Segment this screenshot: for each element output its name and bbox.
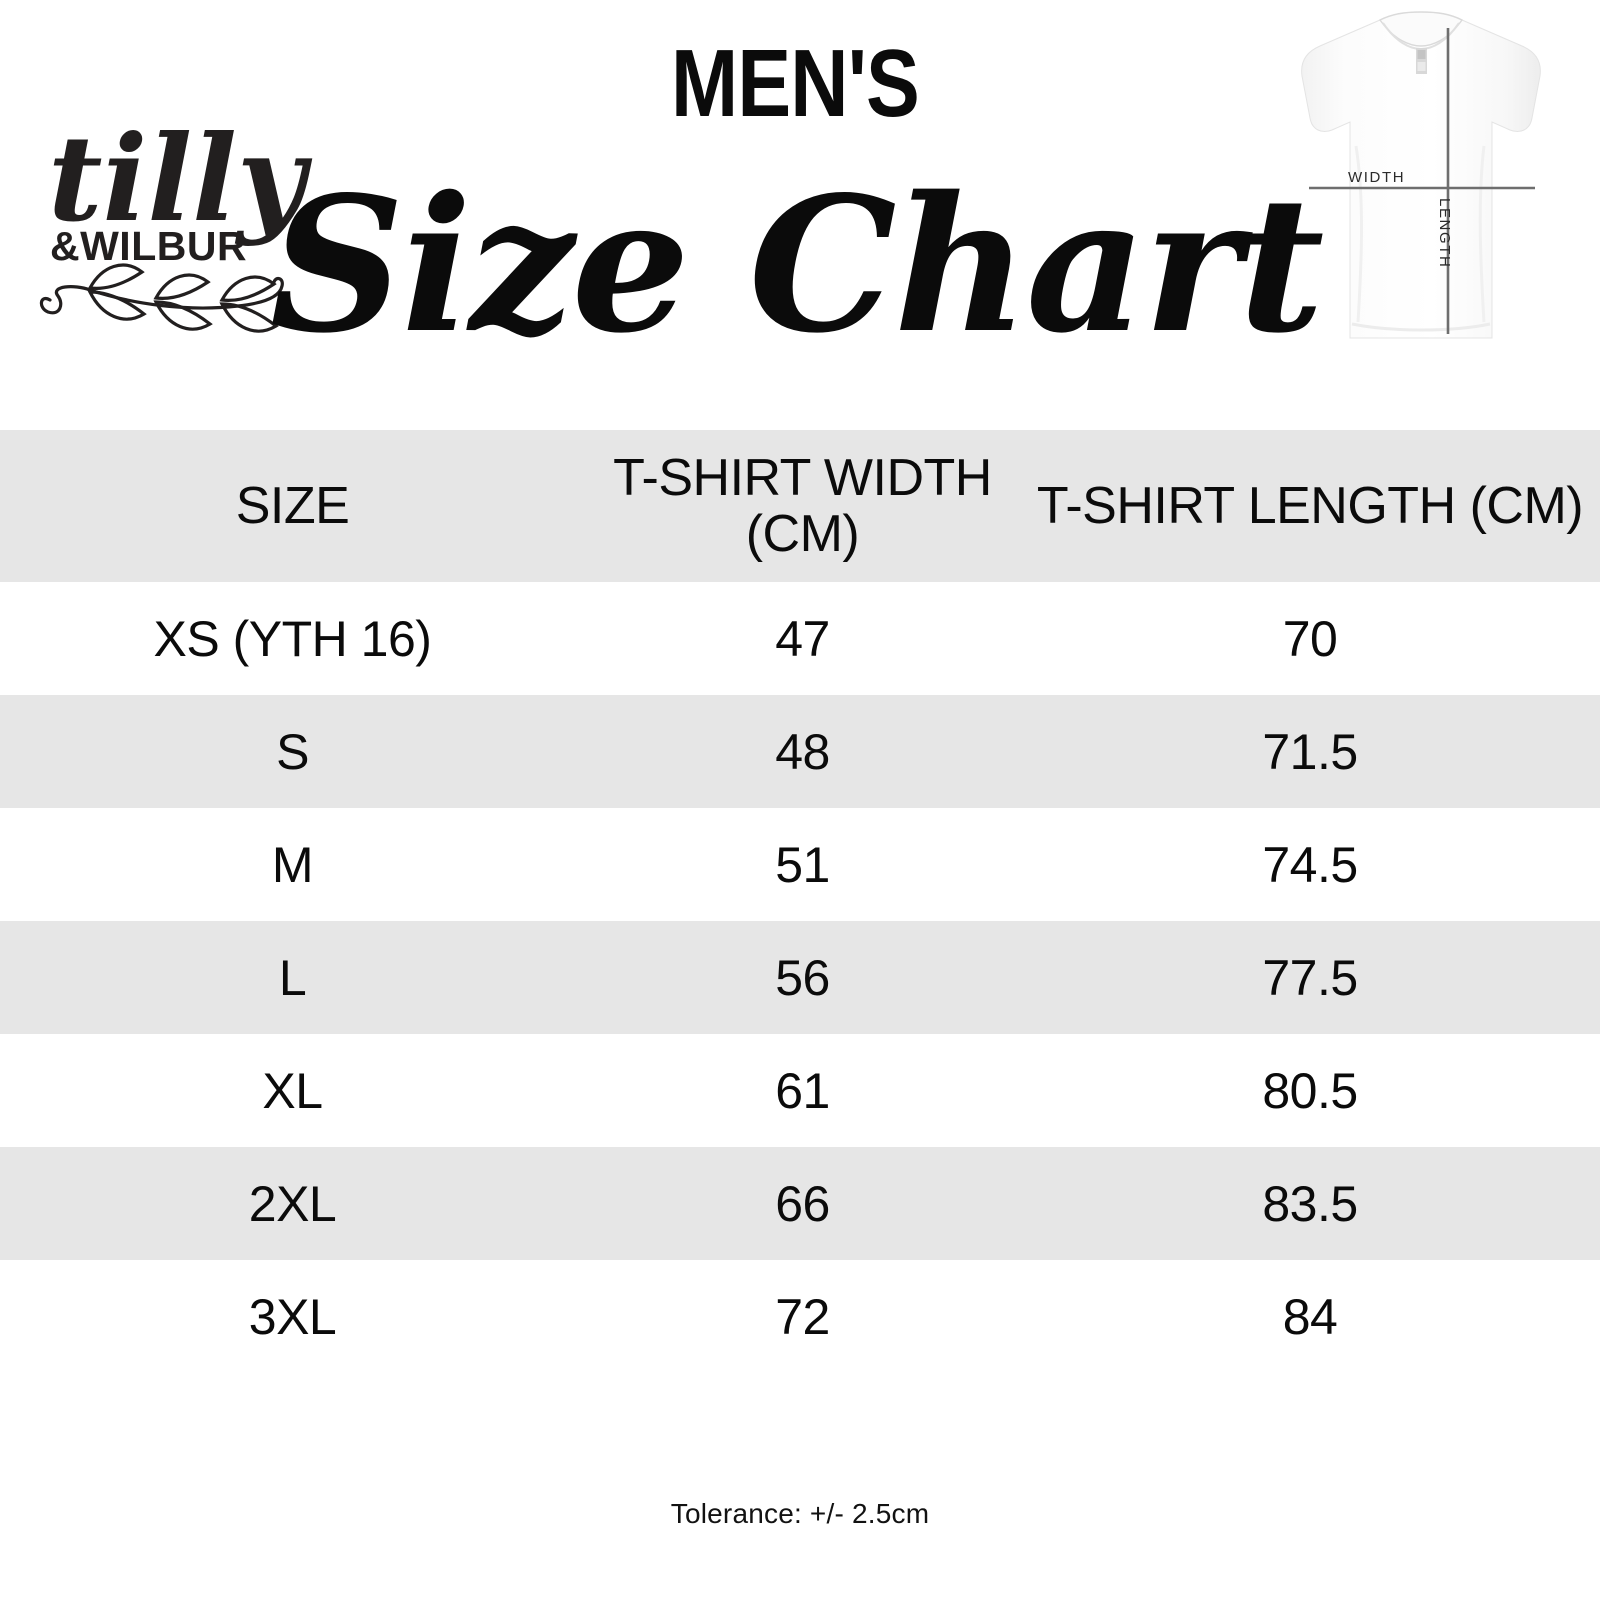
cell-size: XS (YTH 16) <box>153 610 432 667</box>
tolerance-note: Tolerance: +/- 2.5cm <box>670 1498 930 1529</box>
column-header-width: T-SHIRT WIDTH (CM) <box>613 448 992 563</box>
column-header-length: T-SHIRT LENGTH (CM) <box>1036 476 1584 535</box>
table-row: XL 61 80.5 <box>0 1034 1600 1147</box>
table-row: XS (YTH 16) 47 70 <box>0 582 1600 695</box>
cell-size: L <box>278 949 307 1006</box>
cell-width: 56 <box>775 949 830 1006</box>
table-body: XS (YTH 16) 47 70 S 48 71.5 M 51 74.5 L … <box>0 582 1600 1373</box>
cell-width: 72 <box>775 1288 830 1345</box>
brand-block-name: &WILBUR <box>50 223 247 269</box>
cell-length: 83.5 <box>1262 1175 1358 1232</box>
brand-logo: tilly &WILBUR <box>28 60 318 350</box>
table-row: M 51 74.5 <box>0 808 1600 921</box>
cell-width: 66 <box>775 1175 830 1232</box>
table-header: SIZE T-SHIRT WIDTH (CM) T-SHIRT LENGTH (… <box>0 430 1600 582</box>
page-title: Size Chart <box>270 155 1324 374</box>
cell-size: XL <box>262 1062 323 1119</box>
cell-width: 47 <box>775 610 830 667</box>
cell-length: 77.5 <box>1262 949 1358 1006</box>
cell-width: 61 <box>775 1062 830 1119</box>
cell-size: 3XL <box>248 1288 337 1345</box>
cell-width: 48 <box>775 723 830 780</box>
page-eyebrow-title: MEN'S <box>671 30 920 137</box>
cell-length: 84 <box>1282 1288 1338 1345</box>
cell-length: 70 <box>1282 610 1338 667</box>
table-row: L 56 77.5 <box>0 921 1600 1034</box>
header-area: tilly &WILBUR MEN'S Size Chart <box>0 0 1600 430</box>
table-row: 3XL 72 84 <box>0 1260 1600 1373</box>
cell-length: 80.5 <box>1262 1062 1358 1119</box>
column-header-size: SIZE <box>235 476 350 535</box>
brand-script-name: tilly <box>48 109 313 248</box>
table-header-row: SIZE T-SHIRT WIDTH (CM) T-SHIRT LENGTH (… <box>0 430 1600 582</box>
table-row: 2XL 66 83.5 <box>0 1147 1600 1260</box>
leaf-branch-icon <box>39 263 284 333</box>
cell-length: 74.5 <box>1262 836 1358 893</box>
tshirt-measurement-diagram: WIDTH LENGTH <box>1252 6 1590 350</box>
width-label: WIDTH <box>1348 169 1405 186</box>
length-label: LENGTH <box>1436 198 1453 268</box>
cell-length: 71.5 <box>1262 723 1358 780</box>
table-row: S 48 71.5 <box>0 695 1600 808</box>
cell-size: 2XL <box>248 1175 337 1232</box>
cell-size: S <box>276 723 309 780</box>
size-chart-table: SIZE T-SHIRT WIDTH (CM) T-SHIRT LENGTH (… <box>0 430 1600 1373</box>
tshirt-icon <box>1301 11 1541 339</box>
cell-width: 51 <box>775 836 830 893</box>
cell-size: M <box>271 836 314 893</box>
